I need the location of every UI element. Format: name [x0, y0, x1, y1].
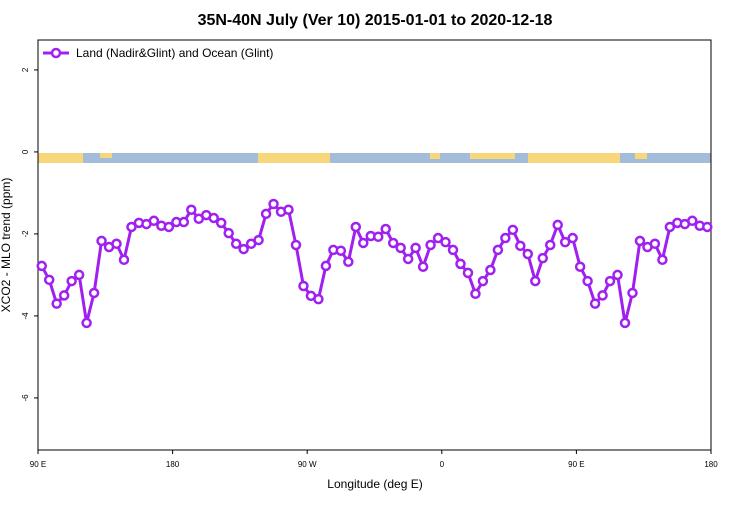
data-point [619, 317, 631, 329]
y-tick-label: -2 [21, 230, 30, 238]
x-tick-label: 180 [166, 460, 180, 469]
data-point [58, 290, 70, 301]
data-point [597, 290, 608, 301]
data-point [298, 280, 309, 292]
data-point [574, 261, 586, 272]
y-tick-label: -6 [21, 394, 30, 402]
data-point [36, 260, 47, 272]
data-point [544, 239, 556, 251]
data-point [440, 236, 451, 248]
chart-title: 35N-40N July (Ver 10) 2015-01-01 to 2020… [198, 12, 553, 29]
data-point [477, 275, 489, 287]
legend-marker [50, 47, 62, 59]
data-point [111, 238, 122, 250]
data-point [702, 221, 713, 233]
data-point [462, 267, 474, 279]
data-point [380, 223, 391, 235]
data-point [260, 208, 272, 220]
x-axis-label: Longitude (deg E) [327, 477, 422, 491]
data-point [552, 219, 563, 231]
x-tick-label: 90 E [30, 460, 46, 469]
x-tick-label: 90 E [568, 460, 584, 469]
data-point [485, 264, 496, 276]
y-tick-label: -4 [21, 312, 30, 320]
data-point [612, 269, 623, 281]
data-point [559, 236, 571, 248]
map-strip [38, 153, 711, 163]
data-point [118, 254, 130, 266]
data-point [215, 217, 227, 229]
data-point [522, 248, 534, 260]
data-point [425, 239, 436, 251]
data-point [410, 242, 421, 254]
data-point [186, 204, 197, 215]
data-point [582, 275, 593, 287]
data-point [66, 275, 77, 287]
data-point [208, 212, 219, 224]
data-point [500, 232, 511, 244]
data-point [73, 269, 85, 281]
data-point [455, 258, 466, 270]
x-tick-label: 180 [704, 460, 718, 469]
data-point [350, 221, 362, 233]
data-point [537, 252, 548, 264]
data-point [163, 221, 175, 233]
data-point [432, 232, 444, 244]
data-point [81, 317, 92, 329]
data-point [649, 238, 661, 250]
data-point [687, 215, 698, 227]
y-tick-label: 2 [21, 67, 30, 72]
data-point [507, 224, 519, 236]
x-tick-label: 90 W [298, 460, 317, 469]
data-point [492, 244, 504, 256]
data-point [51, 298, 62, 309]
data-point [515, 240, 526, 252]
data-point [320, 260, 332, 272]
data-point [126, 221, 137, 233]
data-point [343, 256, 354, 268]
data-point [447, 244, 459, 256]
data-point [372, 231, 384, 243]
data-point [253, 234, 264, 246]
data-point [335, 245, 347, 256]
data-point [470, 288, 481, 300]
data-point [283, 204, 294, 215]
data-point [634, 235, 646, 247]
data-point [178, 216, 190, 228]
data-point [395, 242, 406, 254]
x-tick-label: 0 [440, 460, 445, 469]
data-point [268, 198, 279, 210]
plot-frame [37, 39, 712, 451]
data-point [230, 238, 242, 250]
data-point [313, 293, 324, 305]
data-point [417, 261, 429, 272]
data-point [657, 254, 668, 266]
data-point [290, 239, 302, 251]
data-point [664, 221, 676, 233]
data-point [43, 274, 55, 286]
data-point [358, 237, 369, 249]
data-point [627, 287, 638, 299]
data-point [96, 235, 107, 247]
data-point [604, 275, 616, 287]
y-tick-label: 0 [21, 149, 30, 154]
data-point [88, 287, 100, 299]
data-point [402, 253, 414, 265]
data-point [589, 298, 601, 309]
y-axis-label: XCO2 - MLO trend (ppm) [0, 178, 13, 313]
data-point [223, 227, 234, 239]
data-point [530, 275, 541, 287]
data-point [238, 243, 249, 255]
data-point [387, 237, 399, 249]
legend-label: Land (Nadir&Glint) and Ocean (Glint) [76, 46, 273, 60]
data-point [148, 215, 160, 227]
data-point [567, 232, 578, 244]
